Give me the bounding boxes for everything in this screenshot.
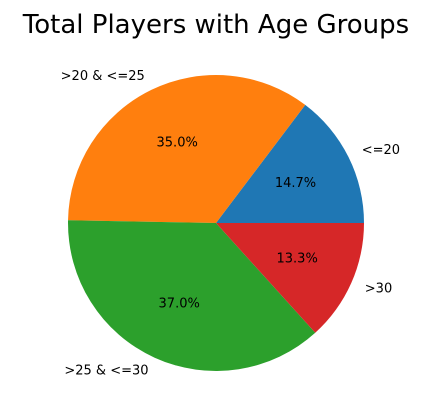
pie-labels: 14.7% <=20 35.0% >20 & <=25 37.0% >25 & <=30 1…	[61, 69, 400, 379]
pie-pct-label-3: 37.0%	[159, 296, 200, 311]
pie-label-30: >30	[365, 282, 392, 297]
pie-pct-label-2: 35.0%	[157, 136, 198, 151]
pie-pct-label-1: 14.7%	[275, 176, 316, 191]
chart-title: Total Players with Age Groups	[22, 10, 409, 40]
pie-slice-2	[68, 75, 306, 223]
pie-slice-1	[216, 104, 364, 223]
pie-label-20-25: >20 & <=25	[61, 69, 145, 84]
pie-label-20: <=20	[362, 143, 400, 158]
pie-slice-3	[68, 220, 316, 371]
pie-slices	[68, 75, 364, 371]
pie-slice-4	[216, 223, 364, 333]
pie-pct-label-4: 13.3%	[277, 252, 318, 267]
pie-label-25-30: >25 & <=30	[64, 364, 148, 379]
